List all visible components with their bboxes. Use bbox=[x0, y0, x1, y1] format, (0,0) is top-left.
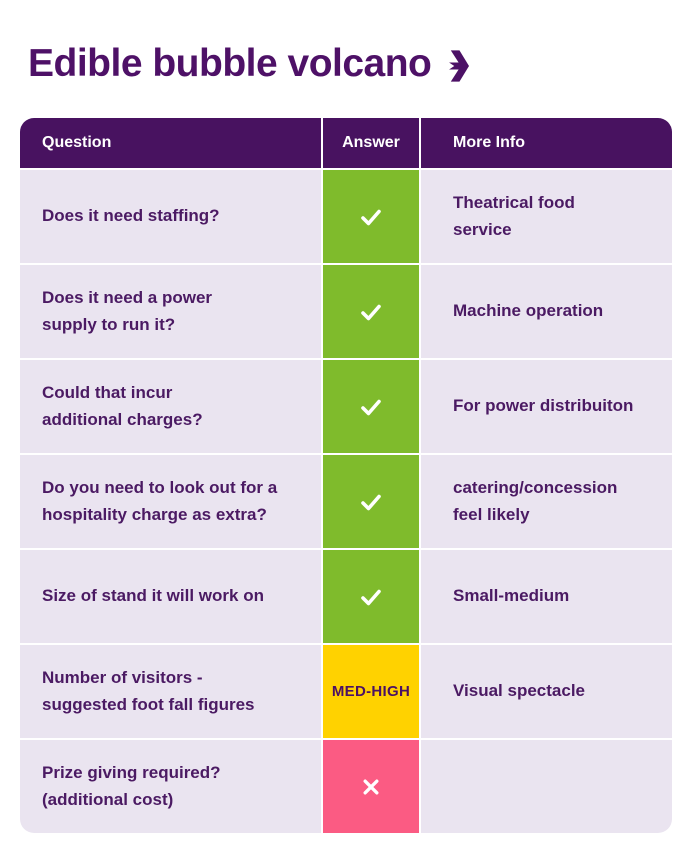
info-cell: For power distribuiton bbox=[421, 360, 672, 453]
answer-cell bbox=[323, 170, 419, 263]
answer-cell bbox=[323, 360, 419, 453]
check-icon bbox=[361, 304, 381, 320]
answer-cell bbox=[323, 550, 419, 643]
qa-table: Question Answer More Info Does it need s… bbox=[20, 118, 672, 833]
question-cell: Prize giving required? (additional cost) bbox=[20, 740, 321, 833]
question-cell: Size of stand it will work on bbox=[20, 550, 321, 643]
answer-cell bbox=[323, 265, 419, 358]
question-cell: Do you need to look out for a hospitalit… bbox=[20, 455, 321, 548]
answer-badge: MED-HIGH bbox=[331, 683, 411, 700]
chevron-arrow-icon bbox=[449, 50, 470, 82]
check-icon bbox=[361, 399, 381, 415]
check-icon bbox=[361, 209, 381, 225]
title-row: Edible bubble volcano bbox=[28, 42, 470, 86]
info-cell: Machine operation bbox=[421, 265, 672, 358]
check-icon bbox=[361, 589, 381, 605]
info-cell bbox=[421, 740, 672, 833]
column-header-more-info: More Info bbox=[421, 118, 672, 168]
info-cell: Visual spectacle bbox=[421, 645, 672, 738]
cross-icon bbox=[363, 779, 379, 794]
answer-cell bbox=[323, 455, 419, 548]
column-header-question: Question bbox=[20, 118, 321, 168]
question-cell: Does it need a power supply to run it? bbox=[20, 265, 321, 358]
answer-cell bbox=[323, 740, 419, 833]
check-icon bbox=[361, 494, 381, 510]
answer-cell: MED-HIGH bbox=[323, 645, 419, 738]
question-cell: Could that incur additional charges? bbox=[20, 360, 321, 453]
question-cell: Does it need staffing? bbox=[20, 170, 321, 263]
info-cell: Small-medium bbox=[421, 550, 672, 643]
info-cell: Theatrical food service bbox=[421, 170, 672, 263]
info-cell: catering/concession feel likely bbox=[421, 455, 672, 548]
question-cell: Number of visitors - suggested foot fall… bbox=[20, 645, 321, 738]
page-title: Edible bubble volcano bbox=[28, 42, 432, 85]
column-header-answer: Answer bbox=[323, 118, 419, 168]
